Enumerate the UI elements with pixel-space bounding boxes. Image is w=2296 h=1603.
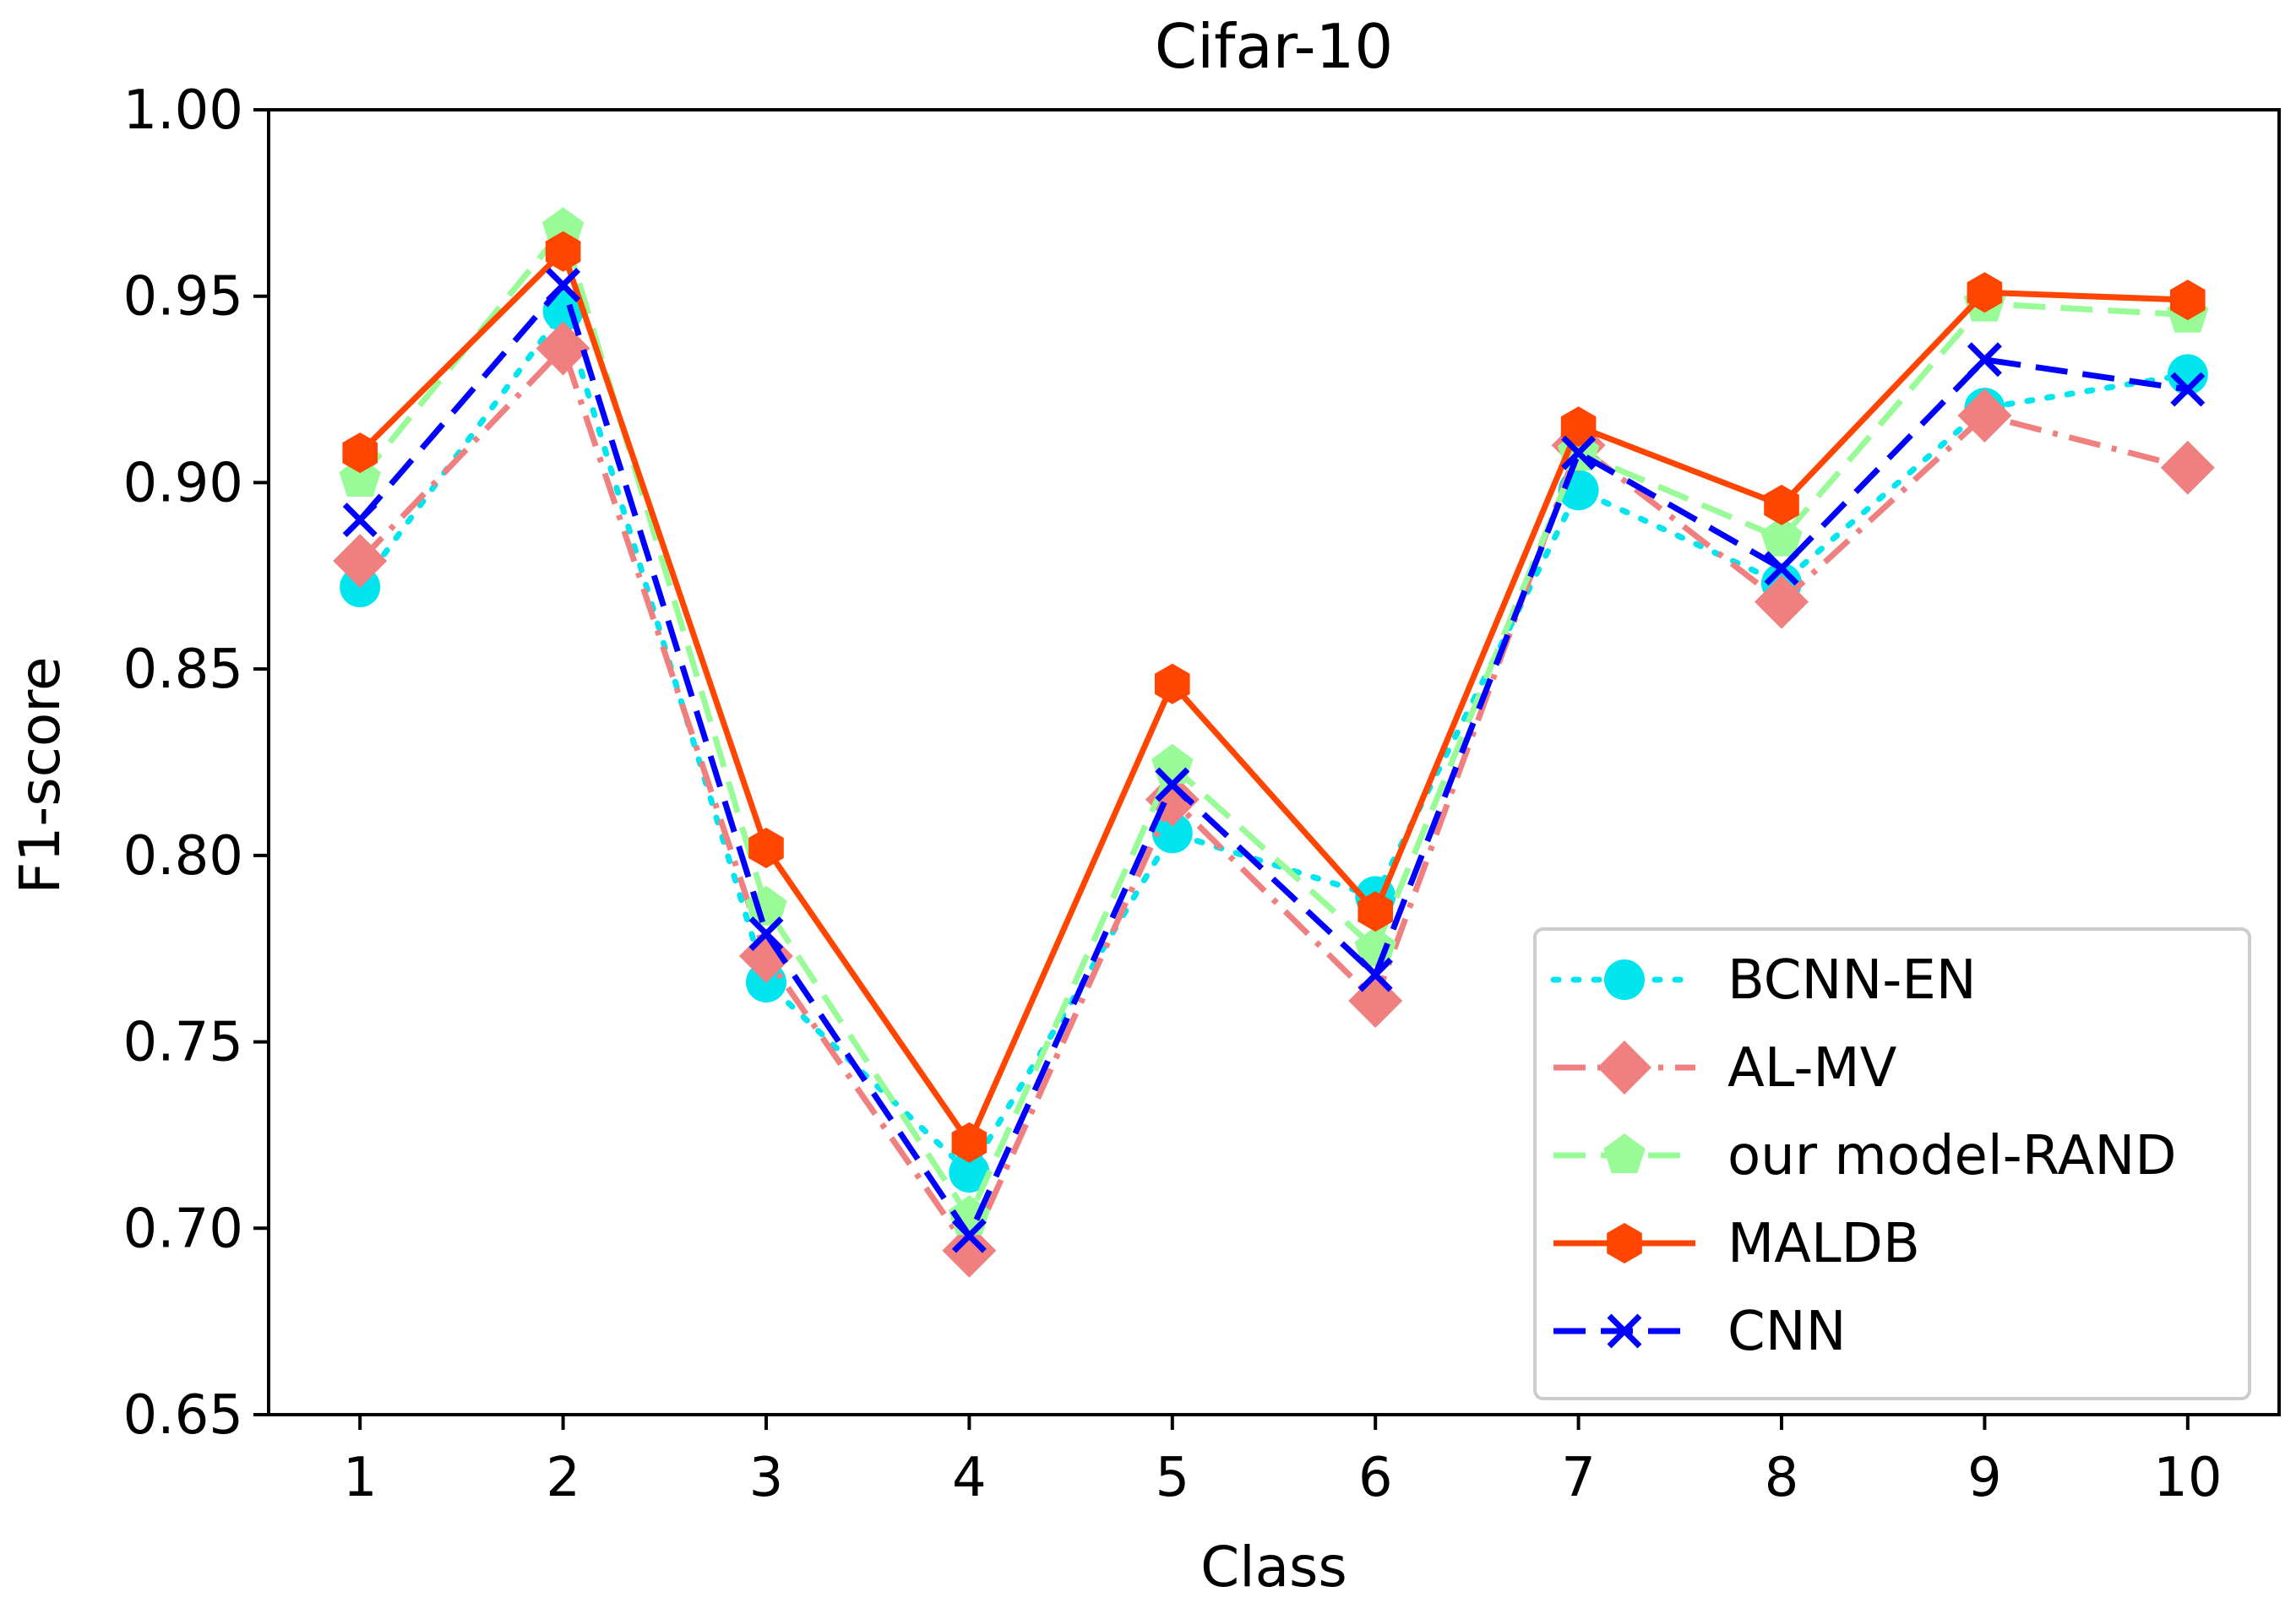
legend-marker-our-model-rand (1603, 1133, 1646, 1173)
x-axis-label: Class (1200, 1535, 1347, 1599)
data-point-our-model-rand (1760, 516, 1803, 557)
y-axis-label: F1-score (8, 656, 73, 894)
y-tick-label: 0.75 (123, 1012, 244, 1074)
data-point-our-model-rand (541, 207, 585, 247)
data-point-cnn (1967, 342, 2002, 378)
x-tick-label: 6 (1358, 1447, 1393, 1509)
series-line-maldb (357, 248, 2188, 1146)
data-point-cnn (342, 503, 378, 538)
series-maldb (342, 231, 2206, 1163)
legend-box (1533, 927, 2251, 1400)
series-line-our-model-rand (357, 226, 2188, 1220)
x-tick-label: 4 (952, 1447, 987, 1509)
data-point-cnn (1357, 957, 1393, 992)
y-tick-label: 1.00 (123, 79, 244, 142)
data-point-al-mv (942, 1223, 997, 1278)
x-tick-label: 2 (546, 1447, 580, 1509)
legend-label: MALDB (1727, 1213, 1920, 1275)
data-point-maldb (1357, 891, 1393, 932)
legend: BCNN-EN AL-MV our model-RAND MALDB CNN (1533, 927, 2251, 1400)
data-point-al-mv (2160, 440, 2215, 495)
data-point-al-mv (1755, 574, 1809, 629)
data-point-al-mv (738, 929, 793, 984)
x-tick-label: 1 (343, 1447, 378, 1509)
legend-item-al-mv: AL-MV (1553, 1037, 1897, 1100)
data-point-cnn (951, 1218, 987, 1253)
data-point-maldb (545, 231, 581, 272)
data-point-maldb (2170, 280, 2206, 321)
x-tick-label: 7 (1561, 1447, 1596, 1509)
legend-label: our model-RAND (1727, 1125, 2177, 1187)
data-point-bcnn-en (949, 1152, 990, 1193)
x-tick-label: 8 (1765, 1447, 1799, 1509)
legend-label: CNN (1727, 1301, 1846, 1363)
data-point-cnn (2170, 372, 2206, 407)
data-point-al-mv (1957, 388, 2012, 443)
y-tick-label: 0.70 (123, 1198, 244, 1260)
x-tick-label: 9 (1967, 1447, 2002, 1509)
data-point-bcnn-en (2167, 354, 2208, 395)
y-tick-label: 0.65 (123, 1384, 244, 1447)
series-line-al-mv (357, 345, 2189, 1254)
legend-marker-maldb (1607, 1223, 1642, 1263)
x-tick-label: 3 (749, 1447, 784, 1509)
y-tick-label: 0.85 (123, 638, 244, 701)
data-point-maldb (748, 828, 784, 868)
legend-item-cnn: CNN (1553, 1301, 1846, 1363)
legend-marker-bcnn-en (1604, 959, 1645, 1000)
legend-label: BCNN-EN (1727, 949, 1977, 1012)
data-point-maldb (1155, 663, 1190, 704)
data-point-cnn (1155, 767, 1190, 802)
data-point-our-model-rand (1354, 926, 1396, 967)
series-cnn (342, 267, 2206, 1253)
y-tick-label: 0.90 (123, 452, 244, 514)
data-point-maldb (1967, 272, 2003, 313)
plot-area: 0.65 0.70 0.75 0.80 0.85 0.90 0.95 1.00 1 2 3 4 5 6 7 8… (123, 79, 2281, 1509)
data-point-cnn (1561, 435, 1597, 470)
y-tick-label: 0.80 (123, 825, 244, 888)
legend-marker-cnn (1607, 1313, 1642, 1349)
data-point-bcnn-en (1151, 812, 1193, 854)
legend-item-maldb: MALDB (1553, 1213, 1920, 1275)
data-point-cnn (748, 916, 784, 952)
data-point-cnn (1764, 551, 1799, 586)
data-point-maldb (342, 432, 378, 474)
data-point-maldb (1560, 406, 1597, 448)
series-line-cnn (357, 282, 2189, 1239)
data-point-al-mv (333, 534, 388, 589)
legend-marker-al-mv (1597, 1041, 1651, 1095)
chart-title: Cifar-10 (1155, 11, 1393, 82)
y-tick-label: 0.95 (123, 266, 244, 329)
data-point-cnn (546, 267, 581, 302)
data-point-maldb (1764, 484, 1799, 525)
plot-frame (267, 108, 2281, 1416)
data-point-maldb (951, 1122, 987, 1163)
legend-item-bcnn-en: BCNN-EN (1550, 949, 1977, 1012)
legend-label: AL-MV (1727, 1037, 1897, 1100)
x-tick-label: 5 (1155, 1447, 1189, 1509)
x-tick-label: 10 (2153, 1447, 2222, 1509)
legend-item-our-model-rand: our model-RAND (1553, 1125, 2177, 1187)
